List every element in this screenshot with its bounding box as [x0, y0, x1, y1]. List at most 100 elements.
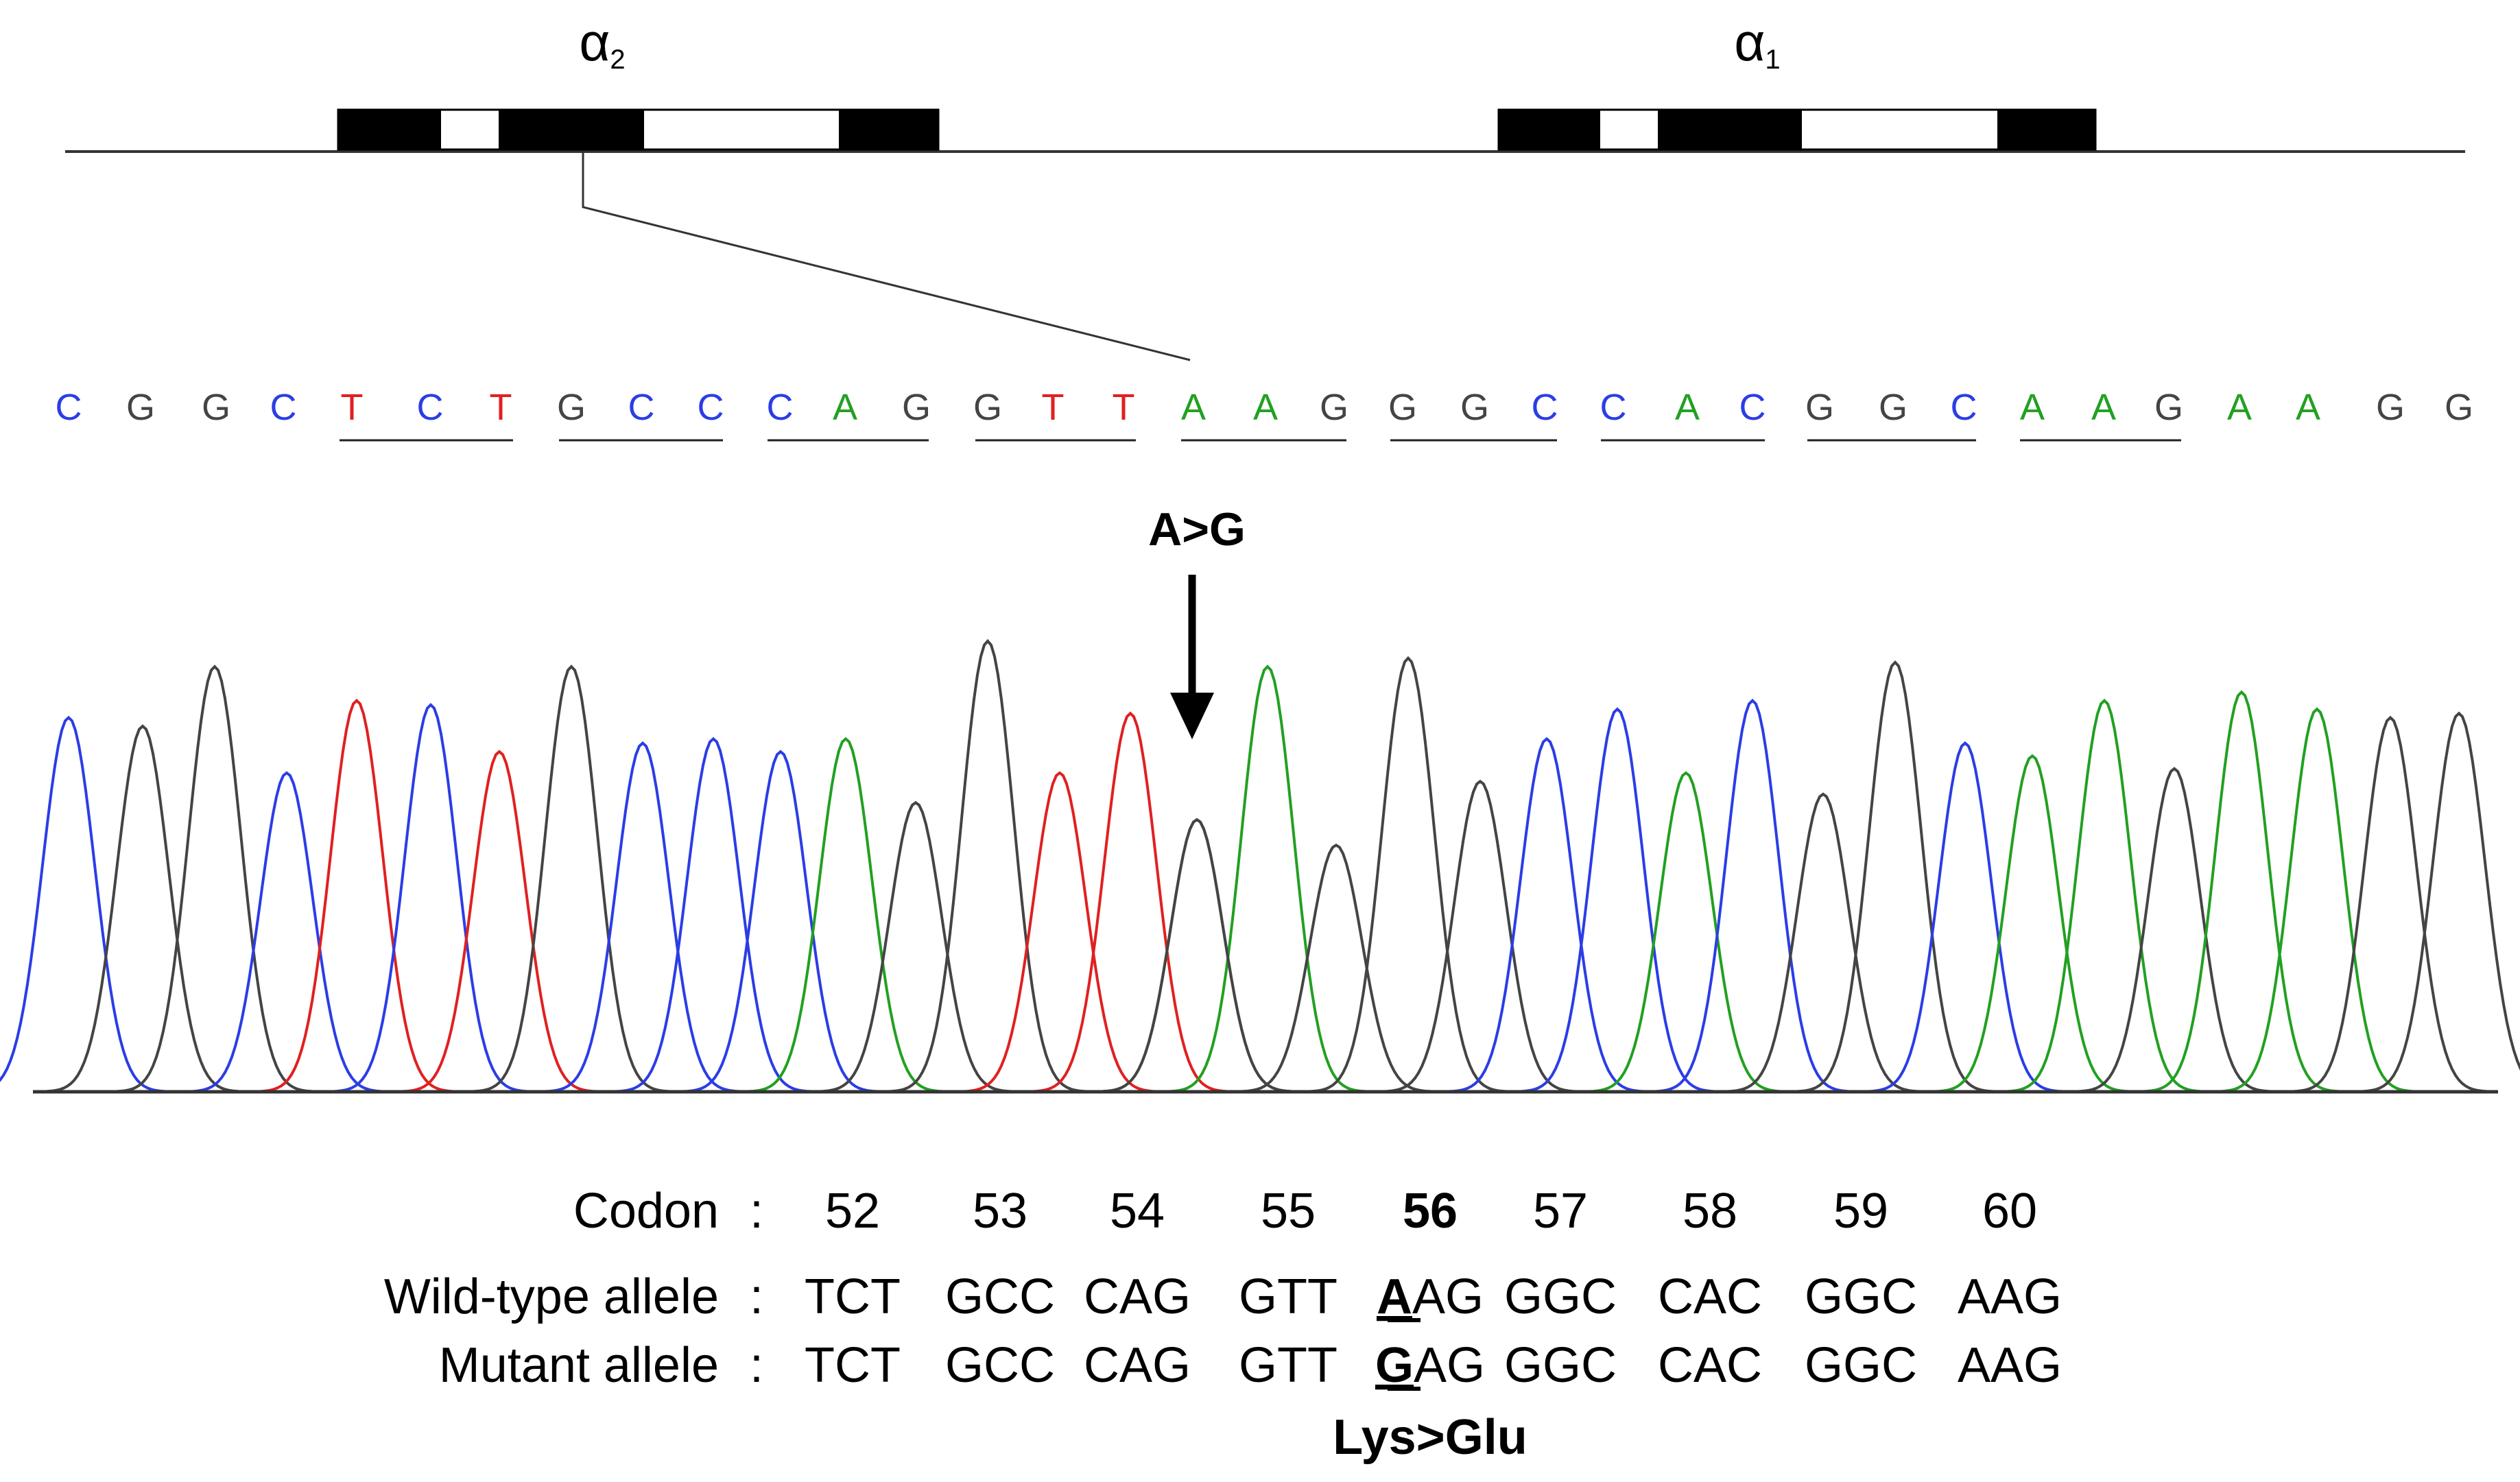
chromatogram-peak	[677, 750, 884, 1093]
base-call: C	[56, 387, 82, 428]
chromatogram-peak	[1443, 737, 1650, 1093]
base-call: A	[1181, 387, 1206, 428]
base-call: C	[1532, 387, 1558, 428]
chromatogram-peak	[2213, 707, 2421, 1093]
chromatogram-peak	[1093, 817, 1300, 1093]
exon-2	[499, 110, 644, 150]
mutant-codon: CAG	[1084, 1338, 1191, 1393]
zoom-connector-line	[582, 152, 1191, 361]
wild-type-row-label: Wild-type allele	[384, 1269, 719, 1324]
chromatogram-peak	[253, 698, 460, 1093]
base-call: G	[2445, 387, 2473, 428]
chromatogram-peak	[1027, 711, 1234, 1093]
codon-table: Codon Wild-type allele Mutant allele : :…	[384, 1184, 2062, 1465]
mutant-codon: GTT	[1239, 1338, 1338, 1393]
chromatogram-peak	[1582, 771, 1790, 1093]
codon-number: 58	[1683, 1184, 1737, 1239]
chromatogram-peak	[2355, 711, 2520, 1093]
wild-type-codon: GGC	[1805, 1269, 1917, 1324]
base-call: G	[1805, 387, 1834, 428]
codon-separator: :	[750, 1184, 763, 1239]
base-call: T	[1113, 387, 1135, 428]
base-call: G	[973, 387, 1002, 428]
wild-type-codon: TCT	[805, 1269, 901, 1324]
mutant-codon: CAC	[1658, 1338, 1762, 1393]
wild-type-codon: GCC	[945, 1269, 1055, 1324]
chromatogram-peak	[468, 665, 675, 1093]
chromatogram-peak	[1862, 741, 2069, 1093]
base-call: G	[1320, 387, 1348, 428]
base-call: C	[1951, 387, 1977, 428]
exon-1	[1499, 110, 1600, 150]
codon-number: 60	[1982, 1184, 2037, 1239]
base-call: C	[270, 387, 297, 428]
wild-type-codon: CAC	[1658, 1269, 1762, 1324]
exon-2	[1658, 110, 1802, 150]
base-call: A	[833, 387, 857, 428]
base-call: C	[1600, 387, 1627, 428]
chromatogram-peak	[1792, 660, 1999, 1093]
base-call: G	[1460, 387, 1489, 428]
alpha1-symbol: α	[1734, 12, 1765, 72]
gene-map: α2 α1	[65, 12, 2465, 361]
mutation-marker: A>G	[1148, 503, 1246, 739]
chromatogram-peak	[2138, 690, 2345, 1093]
chromatogram-peak	[812, 800, 1019, 1093]
exon-3	[839, 110, 938, 150]
base-call: A	[2227, 387, 2252, 428]
chromatogram-peak	[0, 715, 172, 1093]
chromatogram-peak	[396, 750, 603, 1093]
base-call: C	[417, 387, 444, 428]
base-call: G	[2376, 387, 2405, 428]
wild-type-codon: GTT	[1239, 1269, 1338, 1324]
base-call: G	[126, 387, 155, 428]
alpha2-gene: α2	[337, 12, 940, 151]
codon-columns: 52 TCT TCT 53 GCC GCC 54 CAG CAG 55 GTT GTT 56 AAG GAG…	[805, 1184, 2062, 1393]
exon-3	[1997, 110, 2095, 150]
mutant-codon: TCT	[805, 1338, 901, 1393]
wild-type-codon: CAG	[1084, 1269, 1191, 1324]
base-call: C	[1739, 387, 1766, 428]
chromatogram-peak	[1164, 665, 1371, 1093]
chromatogram-peak	[1720, 792, 1927, 1093]
alpha1-gene: α1	[1497, 12, 2097, 151]
codon-number: 59	[1833, 1184, 1888, 1239]
chromatogram-peak	[1305, 656, 1512, 1093]
base-call: C	[628, 387, 655, 428]
mutant-codon: GAG	[1375, 1338, 1485, 1393]
base-call: G	[2154, 387, 2183, 428]
chromatogram-peak	[183, 771, 390, 1093]
codon-number: 53	[973, 1184, 1027, 1239]
mutant-codon: AAG	[1958, 1338, 2062, 1393]
wild-type-codon: AAG	[1958, 1269, 2062, 1324]
base-call: T	[490, 387, 512, 428]
chromatogram-peak	[1514, 707, 1721, 1093]
base-call: T	[341, 387, 364, 428]
base-call: C	[767, 387, 794, 428]
chromatogram-peak	[1377, 779, 1584, 1093]
codon-number: 57	[1533, 1184, 1588, 1239]
mutant-separator: :	[750, 1338, 763, 1393]
codon-row-label: Codon	[573, 1184, 719, 1239]
chromatogram-peak	[742, 737, 949, 1093]
amino-acid-change: Lys>Glu	[1333, 1410, 1527, 1465]
codon-number: 55	[1261, 1184, 1316, 1239]
chromatogram-peak	[1649, 698, 1856, 1093]
chromatogram	[0, 638, 2520, 1093]
chromatogram-peak	[111, 665, 318, 1093]
base-call: G	[902, 387, 931, 428]
codon-number: 54	[1110, 1184, 1165, 1239]
wild-type-codon: GGC	[1504, 1269, 1617, 1324]
base-call: A	[2020, 387, 2045, 428]
alpha2-label: α2	[579, 12, 625, 75]
mutant-codon: GGC	[1504, 1338, 1617, 1393]
mutant-codon: GCC	[945, 1338, 1055, 1393]
alpha2-subscript: 2	[610, 45, 625, 75]
base-call: A	[1253, 387, 1278, 428]
base-call: G	[557, 387, 586, 428]
alpha1-label: α1	[1734, 12, 1780, 75]
chromatogram-peak	[884, 638, 1091, 1093]
base-call: A	[2296, 387, 2320, 428]
chromatogram-peak	[956, 771, 1163, 1093]
base-call: C	[698, 387, 724, 428]
